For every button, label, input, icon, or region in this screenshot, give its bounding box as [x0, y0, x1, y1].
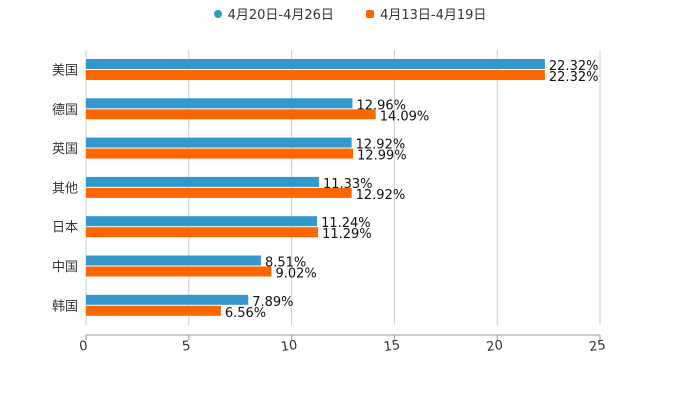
x-tick-label: 25 [588, 338, 606, 355]
bar [86, 70, 545, 80]
y-tick-label: 英国 [52, 142, 78, 157]
legend-item-series-2[interactable]: 4月13日-4月19日 [366, 4, 486, 23]
legend-marker-series-1 [213, 9, 222, 18]
bar [86, 137, 352, 148]
bar [86, 294, 249, 305]
bar [86, 148, 354, 159]
y-tick-label: 日本 [52, 221, 78, 236]
x-tick-label: 10 [280, 338, 298, 355]
bar [86, 176, 319, 187]
y-tick-label: 韩国 [52, 299, 78, 314]
x-tick-label: 0 [78, 339, 88, 355]
data-label: 6.56% [225, 306, 266, 321]
bar [86, 266, 272, 277]
data-label: 22.32% [549, 59, 599, 74]
bar [86, 216, 318, 227]
legend: 4月20日-4月26日 4月13日-4月19日 [0, 4, 700, 23]
bar [86, 59, 545, 69]
x-tick-label: 5 [181, 339, 191, 355]
legend-item-series-1[interactable]: 4月20日-4月26日 [213, 4, 334, 23]
data-label: 12.99% [357, 149, 407, 164]
legend-label-series-2: 4月13日-4月19日 [380, 8, 487, 23]
data-label: 12.92% [356, 138, 406, 153]
bar [86, 305, 221, 316]
y-tick-label: 德国 [52, 103, 78, 118]
data-label: 11.24% [321, 216, 371, 231]
bar [86, 109, 376, 120]
data-label: 12.92% [356, 188, 406, 203]
legend-label-series-1: 4月20日-4月26日 [227, 8, 334, 23]
x-tick-label: 15 [383, 338, 401, 355]
data-label: 14.09% [380, 109, 430, 124]
bar [86, 98, 353, 109]
bar [86, 187, 352, 198]
data-label: 9.02% [275, 267, 316, 282]
y-tick-label: 其他 [52, 181, 78, 196]
data-label: 22.32% [549, 70, 599, 85]
data-label: 7.89% [252, 295, 293, 310]
y-tick-label: 中国 [52, 260, 78, 275]
bar [86, 255, 261, 266]
bar [86, 227, 319, 238]
y-tick-label: 美国 [52, 64, 78, 79]
legend-marker-series-2 [366, 9, 375, 18]
data-label: 11.29% [322, 227, 372, 242]
data-label: 8.51% [265, 256, 306, 271]
x-tick-label: 20 [485, 338, 503, 355]
